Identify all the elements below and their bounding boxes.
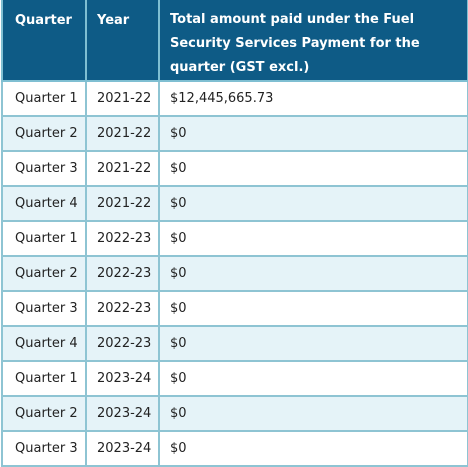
cell-year: 2022-23 bbox=[85, 255, 160, 292]
table-row: Quarter 3 2023-24 $0 bbox=[1, 430, 468, 467]
cell-quarter: Quarter 1 bbox=[1, 220, 87, 257]
cell-year: 2021-22 bbox=[85, 185, 160, 222]
header-amount: Total amount paid under the Fuel Securit… bbox=[158, 0, 468, 82]
cell-amount: $0 bbox=[158, 220, 468, 257]
cell-quarter: Quarter 3 bbox=[1, 150, 87, 187]
cell-year: 2022-23 bbox=[85, 220, 160, 257]
cell-amount: $0 bbox=[158, 430, 468, 467]
cell-amount: $12,445,665.73 bbox=[158, 80, 468, 117]
table-row: Quarter 2 2022-23 $0 bbox=[1, 255, 468, 292]
table-row: Quarter 1 2023-24 $0 bbox=[1, 360, 468, 397]
cell-amount: $0 bbox=[158, 185, 468, 222]
cell-year: 2023-24 bbox=[85, 360, 160, 397]
table-row: Quarter 1 2021-22 $12,445,665.73 bbox=[1, 80, 468, 117]
cell-amount: $0 bbox=[158, 325, 468, 362]
cell-year: 2022-23 bbox=[85, 290, 160, 327]
cell-quarter: Quarter 3 bbox=[1, 290, 87, 327]
cell-amount: $0 bbox=[158, 115, 468, 152]
table-row: Quarter 1 2022-23 $0 bbox=[1, 220, 468, 257]
cell-quarter: Quarter 3 bbox=[1, 430, 87, 467]
cell-amount: $0 bbox=[158, 255, 468, 292]
table-row: Quarter 2 2023-24 $0 bbox=[1, 395, 468, 432]
table-row: Quarter 3 2021-22 $0 bbox=[1, 150, 468, 187]
cell-year: 2023-24 bbox=[85, 430, 160, 467]
cell-quarter: Quarter 4 bbox=[1, 325, 87, 362]
table-row: Quarter 3 2022-23 $0 bbox=[1, 290, 468, 327]
cell-quarter: Quarter 2 bbox=[1, 255, 87, 292]
cell-amount: $0 bbox=[158, 360, 468, 397]
table-row: Quarter 2 2021-22 $0 bbox=[1, 115, 468, 152]
cell-quarter: Quarter 1 bbox=[1, 80, 87, 117]
cell-quarter: Quarter 2 bbox=[1, 115, 87, 152]
cell-year: 2022-23 bbox=[85, 325, 160, 362]
table-header: Quarter Year Total amount paid under the… bbox=[1, 0, 468, 82]
cell-year: 2021-22 bbox=[85, 80, 160, 117]
cell-amount: $0 bbox=[158, 290, 468, 327]
cell-quarter: Quarter 1 bbox=[1, 360, 87, 397]
cell-amount: $0 bbox=[158, 395, 468, 432]
table-row: Quarter 4 2022-23 $0 bbox=[1, 325, 468, 362]
cell-quarter: Quarter 4 bbox=[1, 185, 87, 222]
cell-year: 2023-24 bbox=[85, 395, 160, 432]
header-row: Quarter Year Total amount paid under the… bbox=[1, 0, 468, 82]
header-quarter: Quarter bbox=[1, 0, 87, 82]
cell-year: 2021-22 bbox=[85, 115, 160, 152]
cell-quarter: Quarter 2 bbox=[1, 395, 87, 432]
table-row: Quarter 4 2021-22 $0 bbox=[1, 185, 468, 222]
cell-amount: $0 bbox=[158, 150, 468, 187]
header-year: Year bbox=[85, 0, 160, 82]
cell-year: 2021-22 bbox=[85, 150, 160, 187]
